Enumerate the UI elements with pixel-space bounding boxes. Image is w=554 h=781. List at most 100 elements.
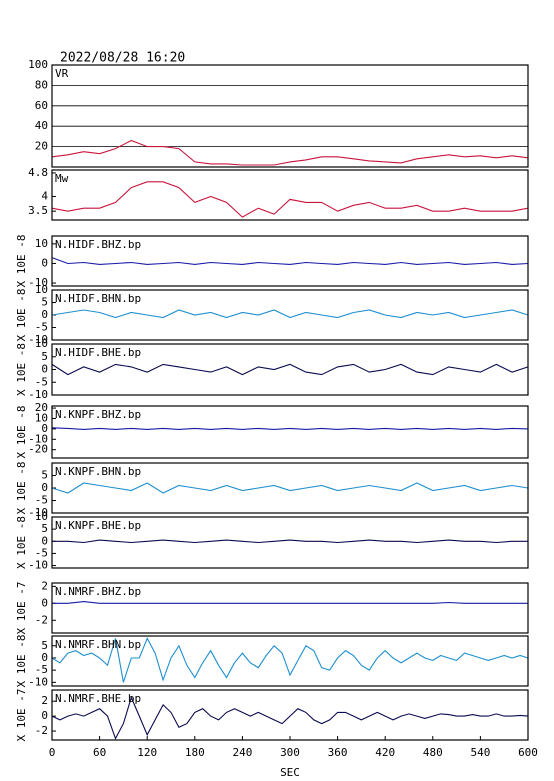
x-tick-label: 0 [49, 746, 56, 759]
panel-label: N.KNPF.BHN.bp [55, 465, 141, 478]
y-tick-label: 40 [35, 119, 48, 132]
y-tick-label: 20 [35, 140, 48, 153]
y-tick-label: 0 [41, 481, 48, 494]
y-tick-label: -5 [35, 321, 48, 334]
y-tick-label: -20 [28, 443, 48, 456]
y-tick-label: 2 [41, 694, 48, 707]
x-tick-label: 420 [375, 746, 395, 759]
y-tick-label: 80 [35, 78, 48, 91]
panel-frame [51, 169, 529, 221]
panel-label: N.HIDF.BHZ.bp [55, 238, 141, 251]
panel-label: N.NMRF.BHE.bp [55, 692, 141, 705]
panel-label: N.NMRF.BHN.bp [55, 638, 141, 651]
y-axis-label: X 10E -8 [15, 635, 28, 688]
y-tick-label: -10 [28, 388, 48, 401]
waveform [51, 181, 529, 218]
panel-label: N.HIDF.BHE.bp [55, 346, 141, 359]
y-axis-label: X 10E -7 [15, 689, 28, 742]
y-axis-label: X 10E -8 [15, 462, 28, 515]
x-tick-label: 180 [185, 746, 205, 759]
panel-frame [51, 405, 529, 459]
panel-frame [51, 343, 529, 396]
y-tick-label: 5 [41, 469, 48, 482]
y-tick-label: 5 [41, 522, 48, 535]
y-tick-label: -10 [28, 506, 48, 519]
y-tick-label: 0 [41, 363, 48, 376]
y-axis-label: X 10E -7 [15, 582, 28, 635]
y-tick-label: 0 [41, 422, 48, 435]
y-tick-label: -5 [35, 494, 48, 507]
y-tick-label: 0 [41, 256, 48, 269]
y-axis-label: X 10E -8 [15, 343, 28, 396]
panel-frame [51, 64, 529, 168]
panel-label: N.NMRF.BHZ.bp [55, 585, 141, 598]
y-tick-label: 0 [41, 308, 48, 321]
y-axis-label: X 10E -8 [15, 289, 28, 342]
panel-frame [51, 516, 529, 569]
x-tick-label: 360 [328, 746, 348, 759]
y-tick-label: 0 [41, 596, 48, 609]
timestamp: 2022/08/28 16:20 [60, 51, 185, 66]
x-tick-label: 60 [93, 746, 106, 759]
y-tick-label: 4.8 [28, 166, 48, 179]
panel-label: Mw [55, 172, 69, 185]
y-tick-label: -2 [35, 613, 48, 626]
y-tick-label: 0 [41, 534, 48, 547]
y-axis-label: X 10E -8 [15, 516, 28, 569]
waveform [51, 637, 529, 683]
y-tick-label: 5 [41, 350, 48, 363]
y-tick-label: -2 [35, 724, 48, 737]
x-tick-label: 300 [280, 746, 300, 759]
y-tick-label: -10 [28, 675, 48, 688]
y-tick-label: 10 [35, 283, 48, 296]
panel-label: N.KNPF.BHZ.bp [55, 408, 141, 421]
waveform [51, 695, 529, 740]
panel-label: VR [55, 67, 69, 80]
y-tick-label: 5 [41, 296, 48, 309]
x-tick-label: 480 [423, 746, 443, 759]
y-tick-label: 10 [35, 237, 48, 250]
waveform [52, 601, 528, 604]
y-tick-label: -10 [28, 559, 48, 572]
y-tick-label: 10 [35, 510, 48, 523]
y-tick-label: -10 [28, 276, 48, 289]
y-axis-label: X 10E -8 [15, 406, 28, 459]
y-axis-label: X 10E -8 [15, 235, 28, 288]
panel-frame [51, 235, 529, 287]
panel-frame [51, 289, 529, 341]
x-tick-label: 600 [518, 746, 538, 759]
panel-frame [51, 462, 529, 514]
y-tick-label: 0 [41, 709, 48, 722]
y-tick-label: -10 [28, 432, 48, 445]
waveform [52, 539, 528, 544]
panel-label: N.KNPF.BHE.bp [55, 519, 141, 532]
y-tick-label: 3.5 [28, 204, 48, 217]
y-tick-label: 5 [41, 639, 48, 652]
y-tick-label: 4 [41, 189, 48, 202]
waveform [51, 257, 529, 265]
y-tick-label: 100 [28, 58, 48, 71]
y-tick-label: 10 [35, 337, 48, 350]
x-tick-label: 540 [470, 746, 490, 759]
waveform [51, 427, 529, 430]
x-tick-label: 120 [137, 746, 157, 759]
x-tick-label: 240 [232, 746, 252, 759]
y-tick-label: 60 [35, 99, 48, 112]
y-tick-label: -10 [28, 333, 48, 346]
y-tick-label: -5 [35, 546, 48, 559]
waveform [51, 309, 529, 319]
y-tick-label: 10 [35, 411, 48, 424]
y-tick-label: 20 [35, 401, 48, 414]
waveform [51, 139, 529, 166]
panel-frame [51, 582, 529, 634]
waveform [51, 363, 529, 376]
panel-label: N.HIDF.BHN.bp [55, 292, 141, 305]
panel-frame [51, 635, 529, 687]
y-tick-label: 0 [41, 651, 48, 664]
y-tick-label: -5 [35, 663, 48, 676]
waveform [51, 482, 529, 494]
x-axis-label: SEC [280, 766, 300, 779]
y-tick-label: 2 [41, 579, 48, 592]
y-tick-label: -5 [35, 375, 48, 388]
